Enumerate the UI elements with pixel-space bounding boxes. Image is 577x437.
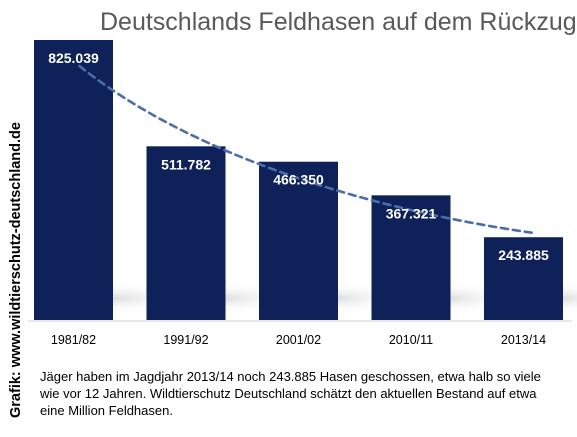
x-tick-label: 2001/02 — [276, 333, 321, 347]
caption-text: Jäger haben im Jagdjahr 2013/14 noch 243… — [40, 369, 541, 418]
x-tick-label: 2010/11 — [389, 333, 433, 347]
bars-group — [34, 40, 563, 320]
value-label: 511.782 — [161, 156, 211, 172]
x-tick-label: 1991/92 — [163, 333, 208, 347]
chart-title: Deutschlands Feldhasen auf dem Rückzug — [100, 8, 577, 36]
value-label: 367.321 — [386, 205, 437, 221]
bar — [146, 146, 226, 320]
value-label: 825.039 — [48, 50, 99, 66]
value-label: 466.350 — [273, 172, 324, 188]
x-tick-labels: 1981/82 1991/92 2001/02 2010/11 2013/14 — [51, 333, 546, 347]
x-tick-label: 1981/82 — [51, 333, 96, 347]
x-tick-label: 2013/14 — [501, 333, 546, 347]
bar — [484, 237, 563, 320]
trend-line — [78, 64, 537, 235]
value-labels: 825.039 511.782 466.350 367.321 243.885 — [48, 50, 549, 263]
bar — [259, 161, 338, 320]
bar — [34, 40, 113, 320]
value-label: 243.885 — [498, 247, 549, 263]
